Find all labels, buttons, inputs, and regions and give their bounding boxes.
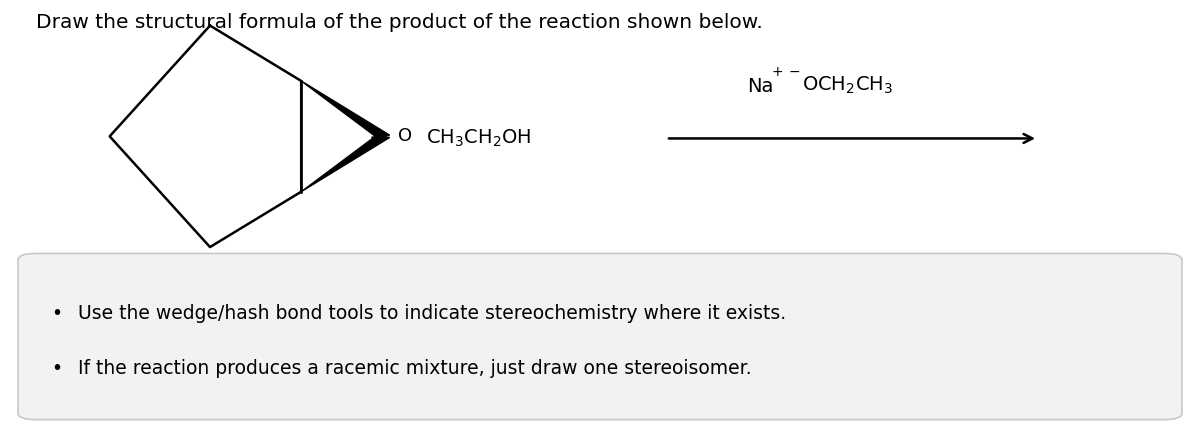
Text: If the reaction produces a racemic mixture, just draw one stereoisomer.: If the reaction produces a racemic mixtu… [78, 359, 751, 378]
Text: O: O [397, 127, 412, 145]
Polygon shape [301, 81, 390, 138]
Text: $\mathregular{OCH_2CH_3}$: $\mathregular{OCH_2CH_3}$ [802, 75, 893, 96]
Text: Draw the structural formula of the product of the reaction shown below.: Draw the structural formula of the produ… [36, 13, 763, 32]
Text: −: − [788, 65, 800, 79]
Polygon shape [301, 135, 390, 192]
Text: +: + [368, 129, 388, 148]
Text: +: + [772, 65, 784, 79]
FancyBboxPatch shape [18, 253, 1182, 420]
Text: •: • [50, 359, 62, 378]
Text: Na: Na [748, 77, 774, 96]
Text: $\mathregular{CH_3CH_2OH}$: $\mathregular{CH_3CH_2OH}$ [426, 128, 532, 149]
Text: Use the wedge/hash bond tools to indicate stereochemistry where it exists.: Use the wedge/hash bond tools to indicat… [78, 304, 786, 322]
Text: •: • [50, 304, 62, 322]
